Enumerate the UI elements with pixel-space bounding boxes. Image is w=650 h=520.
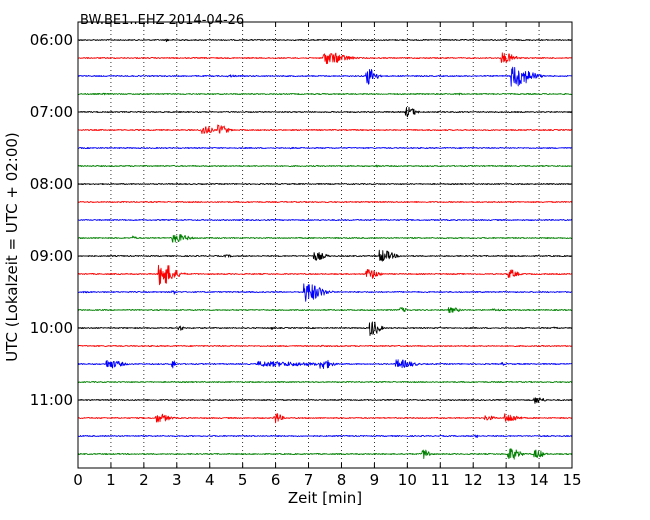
x-tick-label: 4 — [205, 471, 215, 489]
seismogram-trace — [77, 321, 573, 336]
seismogram-trace — [77, 164, 573, 168]
x-tick-label: 7 — [304, 471, 314, 489]
x-tick-label: 9 — [370, 471, 380, 489]
y-tick-label: 08:00 — [30, 175, 73, 193]
seismogram-trace — [77, 92, 573, 96]
seismogram-trace — [77, 219, 573, 221]
seismogram-trace — [77, 413, 573, 424]
seismogram-trace — [77, 66, 573, 87]
y-axis-ticks: 06:00 07:00 08:00 09:00 10:00 11:00 — [30, 31, 572, 409]
x-tick-label: 10 — [398, 471, 417, 489]
seismogram-trace — [77, 146, 573, 150]
x-tick-label: 11 — [431, 471, 450, 489]
x-tick-label: 5 — [238, 471, 248, 489]
x-tick-label: 12 — [464, 471, 483, 489]
seismogram-trace — [77, 124, 573, 135]
seismogram-trace — [77, 201, 573, 203]
trace-group — [77, 38, 573, 460]
seismogram-trace — [78, 397, 573, 404]
seismogram-trace — [77, 183, 573, 185]
seismogram-trace — [77, 306, 573, 314]
x-tick-label: 14 — [530, 471, 549, 489]
seismogram-trace — [77, 52, 573, 65]
x-tick-label: 6 — [271, 471, 281, 489]
x-axis-label: Zeit [min] — [288, 489, 362, 507]
seismogram-trace — [77, 344, 573, 348]
x-axis-ticks: 0 1 2 3 4 5 6 7 8 9 10 11 12 13 14 15 — [73, 22, 582, 489]
y-tick-label: 11:00 — [30, 391, 73, 409]
y-tick-label: 07:00 — [30, 103, 73, 121]
seismogram-trace — [77, 283, 573, 302]
chart-title: BW.BE1..EHZ 2014-04-26 — [80, 13, 244, 28]
y-axis-label: UTC (Lokalzeit = UTC + 02:00) — [3, 132, 21, 362]
x-tick-label: 2 — [139, 471, 149, 489]
x-tick-label: 15 — [562, 471, 581, 489]
seismogram-trace — [77, 234, 573, 243]
x-tick-label: 3 — [172, 471, 182, 489]
seismogram-trace — [77, 38, 573, 43]
seismogram-trace — [77, 434, 573, 439]
x-tick-label: 0 — [73, 471, 83, 489]
x-tick-label: 8 — [337, 471, 347, 489]
y-tick-label: 09:00 — [30, 247, 73, 265]
seismogram-trace — [77, 448, 573, 460]
plot-background — [78, 22, 572, 468]
plot-frame — [77, 21, 573, 469]
seismogram-trace — [77, 106, 573, 118]
seismogram-trace — [77, 359, 573, 370]
seismogram-trace — [77, 381, 573, 383]
x-tick-label: 13 — [497, 471, 516, 489]
seismogram-trace — [77, 249, 573, 262]
y-tick-label: 06:00 — [30, 31, 73, 49]
x-tick-label: 1 — [106, 471, 116, 489]
y-tick-label: 10:00 — [30, 319, 73, 337]
seismogram-trace — [78, 264, 573, 286]
